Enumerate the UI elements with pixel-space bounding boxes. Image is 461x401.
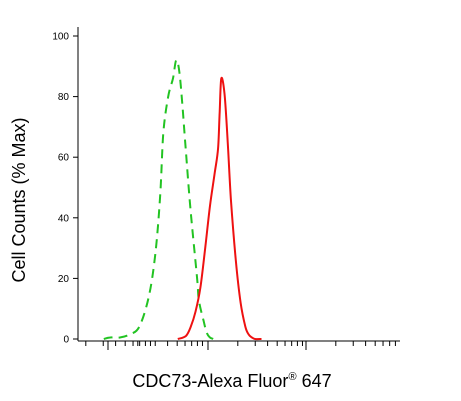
y-tick-label-40: 40 xyxy=(58,213,70,224)
series-line-1 xyxy=(177,76,262,341)
x-axis-title-suffix: 647 xyxy=(302,371,332,391)
x-axis-title-main: CDC73-Alexa Fluor xyxy=(132,371,288,391)
x-axis-title: CDC73-Alexa Fluor® 647 xyxy=(132,371,331,391)
y-tick-label-100: 100 xyxy=(52,32,69,43)
y-tick-label-60: 60 xyxy=(58,153,70,164)
plot-frame xyxy=(77,27,400,342)
y-axis-title: Cell Counts (% Max) xyxy=(9,117,29,282)
y-tick-label-20: 20 xyxy=(58,274,70,285)
y-ticks: 0 20 40 60 80 100 xyxy=(52,32,78,346)
series-layer xyxy=(103,59,262,341)
y-tick-label-80: 80 xyxy=(58,92,70,103)
y-tick-label-0: 0 xyxy=(63,335,69,346)
x-axis-title-mark: ® xyxy=(288,371,296,383)
series-line-0 xyxy=(103,59,214,340)
x-minor-ticks xyxy=(85,341,396,350)
